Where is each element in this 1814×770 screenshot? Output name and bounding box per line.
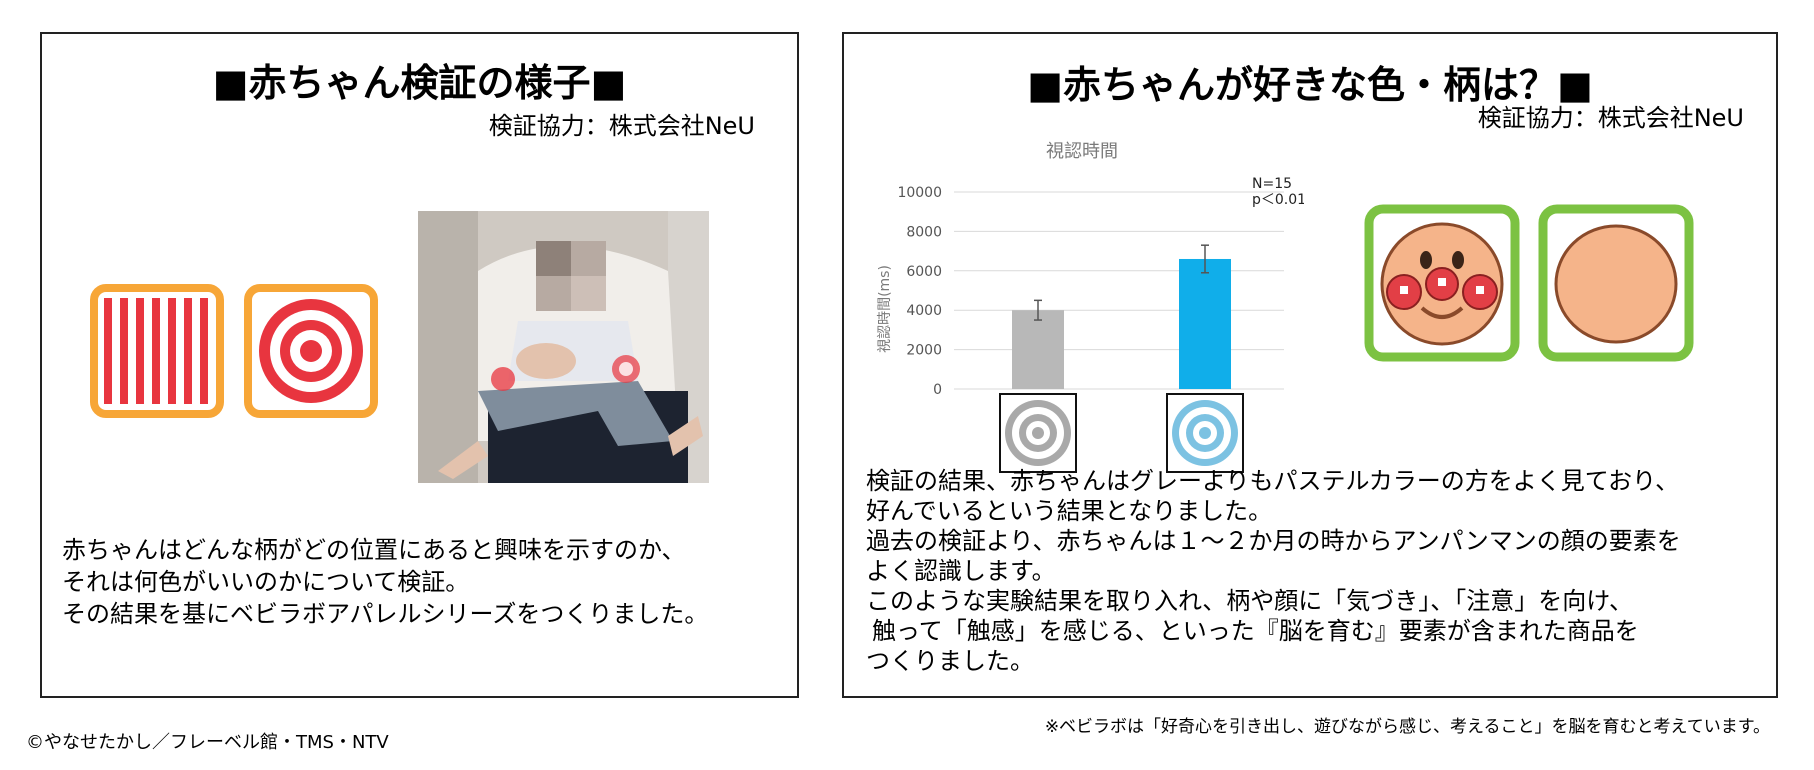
chart-y-tick-label: 8000 <box>906 224 942 240</box>
right-description-line: つくりました。 <box>866 647 1034 675</box>
chart-annotation-p: p＜0.01 <box>1252 192 1304 208</box>
chart-y-axis-label: 視認時間(ms) <box>877 265 893 353</box>
left-description-line: それは何色がいいのかについて検証。 <box>62 568 470 596</box>
gray-bullseye-category-icon <box>999 393 1077 473</box>
right-description-line: このような実験結果を取り入れ、柄や顔に「気づき」、「注意」を向け、 <box>866 587 1634 615</box>
right-panel-title: ■赤ちゃんが好きな色・柄は？■ <box>1027 63 1593 107</box>
chart-y-tick-label: 6000 <box>906 264 942 280</box>
chart-y-tick-label: 10000 <box>897 185 942 201</box>
chart-title: 視認時間 <box>1046 141 1118 162</box>
right-credit: 検証協力：株式会社NeU <box>1477 104 1744 132</box>
chart-error-bars <box>1034 244 1209 321</box>
stripes-pattern-card <box>90 284 224 418</box>
anpanman-face-icon <box>1364 204 1520 362</box>
chart-y-tick-label: 2000 <box>906 343 942 359</box>
footer-note: ※ベビラボは「好奇心を引き出し、遊びながら感じ、考えること」を脳を育むと考えてい… <box>1044 717 1770 737</box>
left-panel: ■赤ちゃん検証の様子■ 検証協力：株式会社NeU <box>40 32 799 698</box>
left-description-line: その結果を基にベビラボアパレルシリーズをつくりました。 <box>62 600 709 628</box>
right-description-line: 触って「触感」を感じる、といった『脳を育む』要素が含まれた商品を <box>872 617 1639 645</box>
right-panel: ■赤ちゃんが好きな色・柄は？■ 検証協力：株式会社NeU 視認時間 視認時間(m… <box>842 32 1778 698</box>
left-description: 赤ちゃんはどんな柄がどの位置にあると興味を示すのか、 それは何色がいいのかについ… <box>62 534 708 630</box>
right-description-line: 検証の結果、赤ちゃんはグレーよりもパステルカラーの方をよく見ており、 <box>866 467 1680 495</box>
chart-bar-blue-bullseye <box>1179 258 1231 389</box>
plain-circle-icon <box>1538 204 1694 362</box>
chart-bar-gray-bullseye <box>1012 310 1064 389</box>
baby-photo-illustration <box>418 211 709 483</box>
stripes-group <box>104 298 208 404</box>
plain-face-card <box>1538 204 1694 362</box>
chart-grid <box>954 191 1284 390</box>
bullseye-pattern-card <box>244 284 378 418</box>
left-description-line: 赤ちゃんはどんな柄がどの位置にあると興味を示すのか、 <box>62 536 686 564</box>
chart-annotation-n: N=15 <box>1252 176 1292 192</box>
right-description-line: 好んでいるという結果となりました。 <box>866 497 1273 525</box>
viewing-time-chart: 視認時間 視認時間(ms) N=15 p＜0.01 0 2000 4000 6000 8… <box>877 141 1304 473</box>
left-credit: 検証協力：株式会社NeU <box>488 112 755 140</box>
chart-bars <box>1012 258 1231 389</box>
right-description-line: 過去の検証より、赤ちゃんは１～２か月の時からアンパンマンの顔の要素を <box>866 527 1681 555</box>
copyright-text: ©やなせたかし／フレーベル館・TMS・NTV <box>26 732 389 753</box>
anpanman-face-card <box>1364 204 1520 362</box>
right-description: 検証の結果、赤ちゃんはグレーよりもパステルカラーの方をよく見ており、 好んでいる… <box>866 466 1681 676</box>
left-panel-title: ■赤ちゃん検証の様子■ <box>212 61 627 105</box>
bullseye-pattern-icon <box>244 284 378 418</box>
vertical-stripes-pattern-icon <box>90 284 224 418</box>
chart-y-tick-label: 4000 <box>906 303 942 319</box>
chart-y-tick-label: 0 <box>933 382 942 398</box>
blue-bullseye-category-icon <box>1166 393 1244 473</box>
right-description-line: よく認識します。 <box>866 557 1056 585</box>
chart-y-ticks: 0 2000 4000 6000 8000 10000 <box>897 185 942 398</box>
verification-photo <box>418 211 709 483</box>
